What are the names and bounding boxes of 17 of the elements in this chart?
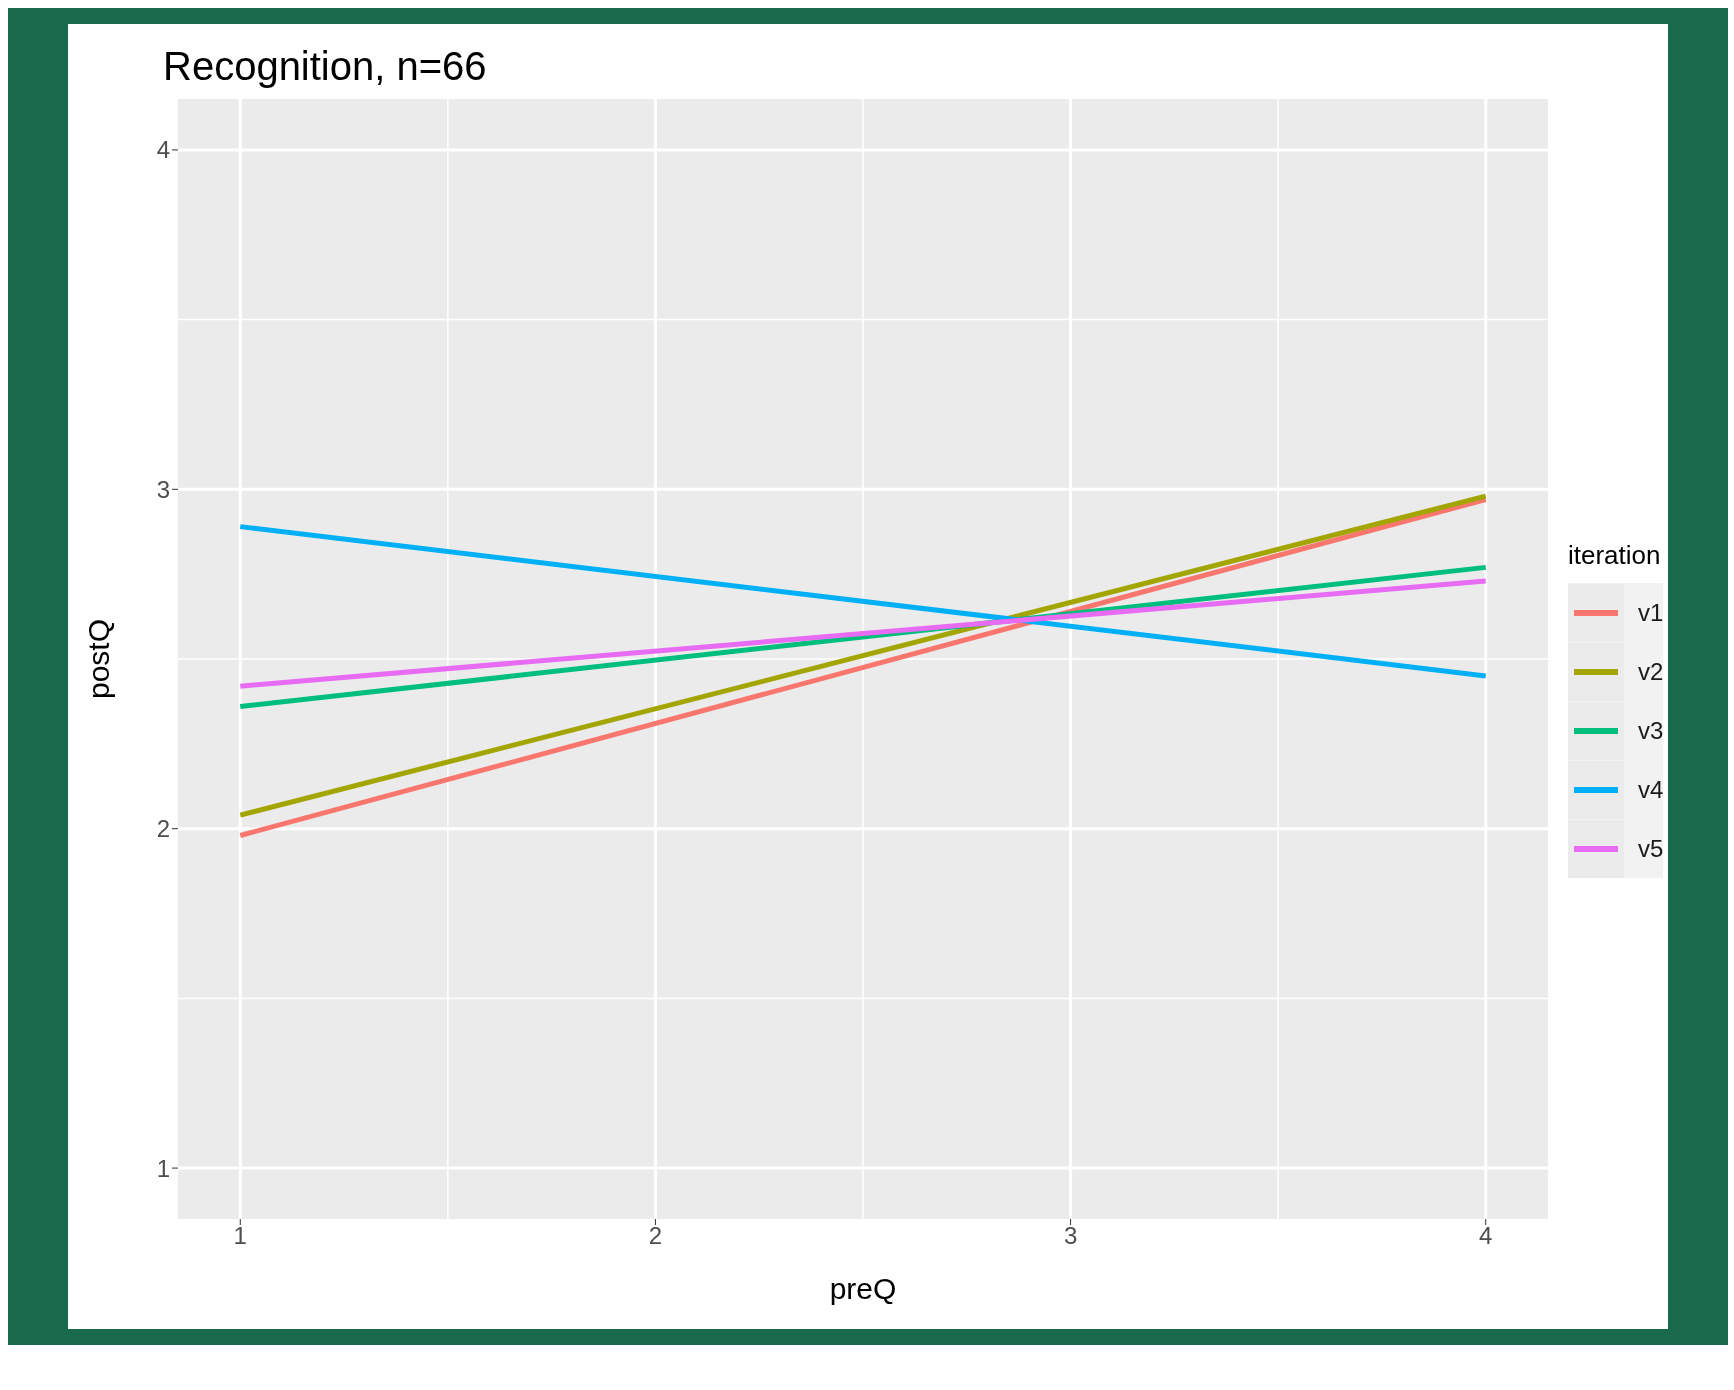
x-tick-label: 1 — [233, 1222, 247, 1250]
y-tick-label: 1 — [156, 1154, 170, 1182]
x-tick-label: 4 — [1479, 1222, 1493, 1250]
y-tick-label: 3 — [156, 475, 170, 503]
y-tick-label: 4 — [156, 136, 170, 164]
legend-label: v5 — [1638, 834, 1664, 863]
x-axis-title: preQ — [829, 1272, 897, 1305]
legend-label: v4 — [1638, 775, 1664, 804]
y-tick-label: 2 — [156, 815, 170, 843]
legend-label: v2 — [1638, 657, 1664, 686]
x-tick-label: 2 — [648, 1222, 663, 1250]
legend-label: v3 — [1638, 716, 1664, 745]
chart-title: Recognition, n=66 — [163, 44, 488, 89]
legend-title: iteration — [1568, 540, 1662, 571]
y-axis-title: postQ — [81, 618, 115, 700]
x-tick-label: 3 — [1063, 1222, 1078, 1250]
legend-label: v1 — [1638, 598, 1664, 627]
